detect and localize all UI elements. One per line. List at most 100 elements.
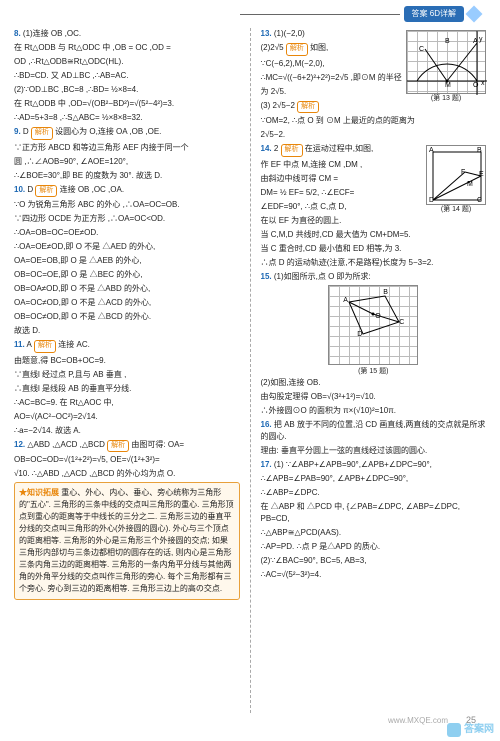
q13-l8: 2√5−2.	[261, 129, 487, 141]
content-columns: 8. (1)连接 OB ,OC. 在 Rt△ODB 与 Rt△ODC 中 ,OB…	[14, 28, 486, 713]
left-column: 8. (1)连接 OB ,OC. 在 Rt△ODB 与 Rt△ODC 中 ,OB…	[14, 28, 240, 713]
knowledge-box: ★知识拓展 重心、外心、内心、垂心、旁心统称为三角形的"五心". 三角形的三条中…	[14, 482, 240, 600]
q11-ans: A	[26, 340, 31, 349]
analysis-tag: 解析	[31, 127, 53, 140]
knowledge-text: 重心、外心、内心、垂心、旁心统称为三角形的"五心". 三角形的三条中线的交点叫三…	[19, 488, 234, 593]
q17-l6: ∴AP=PD. ∴点 P 是△APD 的质心.	[261, 541, 487, 553]
q13-l7: ∵OM=2, ∴点 O 到 ⊙M 上最近的点的距离为	[261, 115, 487, 127]
watermark-icon	[447, 723, 461, 737]
q10-l6: OA=OE=OB,即 O 是 △AEB 的外心,	[14, 255, 240, 267]
figure-13-caption: (第 13 题)	[406, 94, 486, 105]
figure-15-caption: (第 15 题)	[261, 367, 487, 378]
knowledge-tag: ★知识拓展	[19, 488, 59, 497]
analysis-tag: 解析	[34, 340, 56, 353]
q14-l7: 当 C,M,D 共线时,CD 最大值为 CM+DM=5.	[261, 229, 487, 241]
page-header: 答案 6D详解	[240, 6, 480, 22]
q15-l4: ∴外接圆⊙O 的面积为 π×(√10)²=10π.	[261, 405, 487, 417]
q14-l9: ∴点 D 的运动轨迹(注意,不是路程)长度为 5−3=2.	[261, 257, 487, 269]
watermark-text: 答案网	[464, 722, 494, 737]
analysis-tag: 解析	[281, 144, 303, 157]
q9-num: 9.	[14, 127, 21, 136]
q10-l4: ∴OA=OB=OC=OE≠OD.	[14, 227, 240, 239]
q10-l11: 故选 D.	[14, 325, 240, 337]
q9-l4: ∴∠BOE=30°,即 BE 的度数为 30°. 故选 D.	[14, 170, 240, 182]
q17-num: 17.	[261, 460, 272, 469]
q13-num: 13.	[261, 29, 272, 38]
figure-14-box: A B C D F E M	[426, 145, 486, 205]
q17-l8: ∴AC=√(5²−3²)=4.	[261, 569, 487, 581]
column-divider	[250, 28, 251, 713]
q16-l2: 理由: 垂直平分圆上一弦的直线经过该圆的圆心.	[261, 445, 487, 457]
q14-l6: 在以 EF 为直径的圆上.	[261, 215, 487, 227]
q8-l4: ∴BD=CD. 又 AD⊥BC ,∴AB=AC.	[14, 70, 240, 82]
q9-l2: ∵正方形 ABCD 和等边三角形 AEF 内接于同一个	[14, 142, 240, 154]
q12-num: 12.	[14, 440, 25, 449]
q12-l2: OB=OC=OD=√(1²+2²)=√5, OE=√(1²+3²)=	[14, 454, 240, 466]
q15-l3: 由勾股定理得 OB=√(3²+1²)=√10.	[261, 391, 487, 403]
q8-l2: 在 Rt△ODB 与 Rt△ODC 中 ,OB = OC ,OD =	[14, 42, 240, 54]
q13-l6: (3) 2√5−2	[261, 101, 295, 110]
q13-l1: (1)(−2,0)	[274, 29, 305, 38]
q14-ans: 2	[274, 144, 278, 153]
analysis-tag: 解析	[107, 440, 129, 453]
q9-l1: 设圆心为 O,连接 OA ,OB ,OE.	[55, 127, 161, 136]
q10-l9: OA=OC≠OD,即 O 不是 △ACD 的外心,	[14, 297, 240, 309]
q16-l1: 把 AB 放于不同的位置,沿 CD 画直线,两直线的交点就是所求的圆心.	[261, 420, 486, 441]
q15-l1: (1)如图所示,点 O 即为所求:	[274, 272, 371, 281]
q11-l2: 由题意,得 BC=OB+OC=9.	[14, 355, 240, 367]
q10-l5: ∴OA=OE≠OD,即 O 不是 △AED 的外心,	[14, 241, 240, 253]
header-rule	[240, 14, 400, 15]
q10-l2: ∵O 为锐角三角形 ABC 的外心 ,∴OA=OC=OB.	[14, 199, 240, 211]
q11-l5: ∴AC=BC=9. 在 Rt△AOC 中,	[14, 397, 240, 409]
q17-l4: 在 △ABP 和 △PCD 中, {∠PAB=∠DPC, ∠ABP=∠DPC, …	[261, 501, 487, 525]
q10-num: 10.	[14, 185, 25, 194]
q10-l3: ∵四边形 OCDE 为正方形 ,∴OA=OC<OD.	[14, 213, 240, 225]
q13-l2b: 如图,	[310, 43, 328, 52]
q12-l1: 由图可得: OA=	[131, 440, 184, 449]
q11-l3: ∵直线l 经过点 P,且与 AB 垂直 ,	[14, 369, 240, 381]
q17-l5: ∴△ABP≅△PCD(AAS).	[261, 527, 487, 539]
analysis-tag: 解析	[35, 185, 57, 198]
q11-l7: ∴a=−2√14. 故选 A.	[14, 425, 240, 437]
q11-num: 11.	[14, 340, 25, 349]
header-badge: 答案 6D详解	[404, 6, 464, 22]
q12-ans: △ABD ,△ACD ,△BCD	[27, 440, 105, 449]
q8-l1: (1)连接 OB ,OC.	[23, 29, 81, 38]
q17-l3: ∴∠ABP=∠DPC.	[261, 487, 487, 499]
figure-14: A B C D F E M (第 14 题)	[426, 145, 486, 216]
right-column: A B C M O y x (第 13 题) 13. (1)(−2,0) (2)…	[261, 28, 487, 713]
header-diamond-icon	[466, 6, 483, 23]
analysis-tag: 解析	[286, 43, 308, 56]
q17-l7: (2)∵∠BAC=90°, BC=5, AB=3,	[261, 555, 487, 567]
q15-l2: (2)如图,连接 OB.	[261, 377, 487, 389]
figure-14-caption: (第 14 题)	[426, 205, 486, 216]
q8-l5: (2)∵OD⊥BC ,BC=8 ,∴BD= ½×8=4.	[14, 84, 240, 96]
q10-l8: OB=OA≠OD,即 O 不是 △ABD 的外心,	[14, 283, 240, 295]
q11-l1: 连接 AC.	[58, 340, 90, 349]
q14-num: 14.	[261, 144, 272, 153]
q17-l2: ∴∠APB=∠PAB=90°, ∠APB+∠DPC=90°,	[261, 473, 487, 485]
q8-l7: ∴AD=5+3=8 ,∴S△ABC= ½×8×8=32.	[14, 112, 240, 124]
q8-l6: 在 Rt△ODB 中 ,OD=√(OB²−BD²)=√(5²−4²)=3.	[14, 98, 240, 110]
q8-l3: OD ,∴Rt△ODB≅Rt△ODC(HL).	[14, 56, 240, 68]
q11-l6: AO=√(AC²−OC²)=2√14.	[14, 411, 240, 423]
q12-l3: √10. ∴△ABD ,△ACD ,△BCD 的外心均为点 O.	[14, 468, 240, 480]
q11-l4: ∴直线l 是线段 AB 的垂直平分线.	[14, 383, 240, 395]
q17-l1: (1) ∵∠ABP+∠APB=90°,∠APB+∠DPC=90°,	[274, 460, 432, 469]
q13-l2: (2)2√5	[261, 43, 284, 52]
figure-15-grid: A B C D O	[328, 285, 418, 365]
q10-l10: OB=OC≠OD,即 O 不是 △BCD 的外心.	[14, 311, 240, 323]
q9-ans: D	[23, 127, 29, 136]
q14-l8: 当 C 重合时,CD 最小值和 ED 相等,为 3.	[261, 243, 487, 255]
q16-num: 16.	[261, 420, 272, 429]
q10-ans: D	[27, 185, 33, 194]
q9-l3: 圆 ,∴∠AOB=90°, ∠AOE=120°,	[14, 156, 240, 168]
q10-l1: 连接 OB ,OC ,OA.	[60, 185, 124, 194]
analysis-tag: 解析	[297, 101, 319, 114]
figure-13-grid: A B C M O y x	[406, 30, 486, 94]
figure-13: A B C M O y x (第 13 题)	[406, 30, 486, 105]
q14-l1: 在运动过程中,如图,	[305, 144, 373, 153]
q15-num: 15.	[261, 272, 272, 281]
q10-l7: OB=OC=OE,即 O 是 △BEC 的外心,	[14, 269, 240, 281]
watermark: 答案网	[447, 722, 494, 737]
